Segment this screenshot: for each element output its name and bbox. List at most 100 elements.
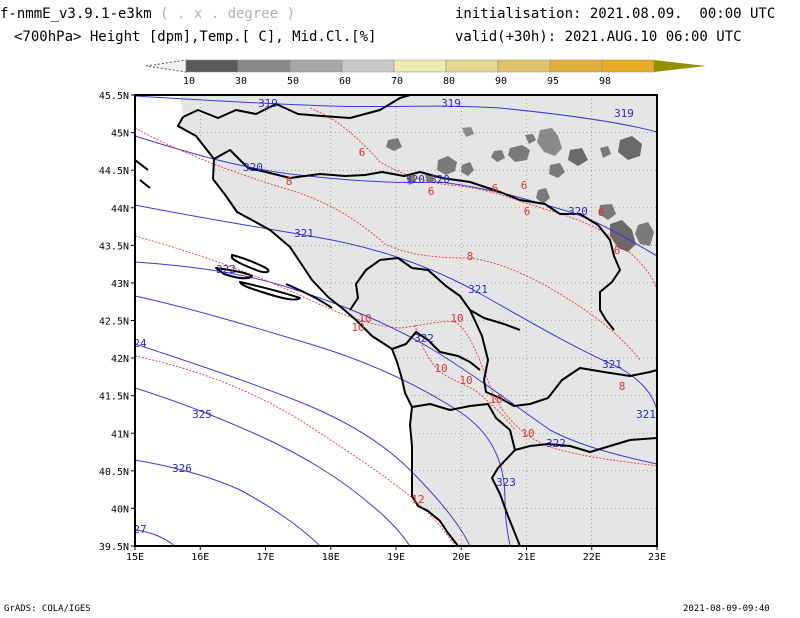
colorbar-tick-label: 60 [339, 76, 351, 87]
colorbar-cell [237, 59, 291, 73]
coast-and-borders [135, 95, 657, 546]
height-contour-label: 325 [192, 408, 212, 421]
contour-323 [135, 295, 511, 546]
temperature-contours [135, 107, 657, 546]
height-contour-label: 321 [636, 408, 656, 421]
colorbar-cell [393, 59, 447, 73]
temp-contour-label: 10 [521, 427, 534, 440]
temp-contour-label: 6 [598, 206, 605, 219]
cloud-patch [549, 163, 565, 178]
colorbar-cell [497, 59, 551, 73]
height-contour-label: 321 [294, 227, 314, 240]
temp-contour-label: 8 [467, 250, 474, 263]
colorbar-cell [341, 59, 395, 73]
cloud-patch [618, 136, 642, 160]
mid-level-clouds [386, 127, 654, 252]
lon-label: 18E [322, 552, 340, 563]
model-unit: ( . x . degree ) [151, 6, 296, 22]
colorbar-right-arrow [654, 60, 706, 72]
colorbar-cell [185, 59, 239, 73]
lat-label: 45N [111, 129, 129, 140]
height-contour-label: 24 [133, 337, 147, 350]
contour-324 [135, 343, 471, 546]
height-contour-label: 320 [568, 205, 588, 218]
height-contour-label: 326 [172, 462, 192, 475]
contour-321 [135, 204, 657, 411]
colorbar-cell [445, 59, 499, 73]
temp-contour-label: 10 [434, 362, 447, 375]
cloud-patch [461, 162, 474, 176]
temp-contour-label: 6 [614, 244, 621, 257]
height-contour-label: 320 [243, 161, 263, 174]
height-contour-label: 319 [258, 97, 278, 110]
temp-contour-label: 6 [359, 146, 366, 159]
northern-islands [135, 159, 151, 189]
cloud-patch [491, 150, 505, 162]
lon-label: 17E [256, 552, 274, 563]
contour-labels: 319 319 319 320 320 320 320 321 321 321 321 322 322 3… [133, 97, 656, 536]
height-contour-label: 320 [430, 173, 450, 186]
height-contour-label: 320 [405, 173, 425, 186]
height-contour-label: 27 [133, 523, 146, 536]
cloud-patch [600, 146, 611, 158]
colorbar-tick-label: 90 [495, 76, 507, 87]
height-contour-label: 321 [602, 358, 622, 371]
temp-contour-label: 6 [524, 205, 531, 218]
colorbar: 10 30 50 60 70 80 90 95 98 [145, 59, 706, 87]
lon-label: 20E [452, 552, 470, 563]
contour-319 [135, 95, 657, 133]
temp-contour-label: 8 [619, 380, 626, 393]
colorbar-tick-label: 80 [443, 76, 455, 87]
peljesac [285, 283, 333, 309]
model-title: f-nmmE_v3.9.1-e3km ( . x . degree ) [0, 6, 295, 22]
render-timestamp: 2021-08-09-09:40 [683, 604, 770, 614]
lat-label: 42N [111, 354, 129, 365]
map-layers: 319 319 319 320 320 320 320 321 321 321 321 322 322 3… [133, 95, 657, 546]
valid-time: valid(+30h): 2021.AUG.10 06:00 UTC [455, 29, 742, 45]
cloud-patch [635, 222, 654, 246]
colorbar-cell [289, 59, 343, 73]
field-description: <700hPa> Height [dpm],Temp.[ C], Mid.Cl.… [14, 29, 377, 45]
albania-macedonia-border [411, 403, 521, 546]
height-contour-label: 322 [216, 263, 236, 276]
temp-contour-label: 10 [489, 393, 502, 406]
colorbar-tick-label: 10 [183, 76, 195, 87]
lat-label: 44.5N [99, 166, 129, 177]
temp-contour-label: 6 [521, 179, 528, 192]
temp-contour-label: 10 [358, 312, 371, 325]
temp-contour-label: 10 [351, 321, 364, 334]
lat-label: 43.5N [99, 241, 129, 252]
colorbar-tick-label: 98 [599, 76, 611, 87]
cloud-patch [386, 138, 402, 151]
croatia-inland-border [182, 95, 411, 119]
contour-temp-12 [135, 355, 456, 546]
height-contour-label: 322 [546, 437, 566, 450]
cloud-patch [525, 134, 536, 144]
lat-label: 40N [111, 504, 129, 515]
contour-temp-8 [135, 127, 641, 361]
croatia-bosnia-border [213, 149, 599, 226]
colorbar-cell [601, 59, 655, 73]
initialisation-time: initialisation: 2021.08.09. 00:00 UTC [455, 6, 776, 22]
height-contour-label: 323 [496, 476, 516, 489]
lat-label: 39.5N [99, 542, 129, 553]
temp-contour-label: 12 [411, 493, 424, 506]
colorbar-cell [549, 59, 603, 73]
island-hvar [231, 254, 270, 274]
lat-label: 44N [111, 204, 129, 215]
lat-label: 45.5N [99, 91, 129, 102]
height-contour-label: 319 [441, 97, 461, 110]
colorbar-left-arrow [145, 59, 187, 73]
lon-label: 23E [648, 552, 666, 563]
adriatic-sea [135, 95, 458, 546]
lon-label: 19E [387, 552, 405, 563]
cloud-patch [568, 148, 588, 166]
montenegro-albania-border [391, 331, 481, 371]
lon-label: 22E [583, 552, 601, 563]
colorbar-tick-label: 70 [391, 76, 403, 87]
lat-label: 41.5N [99, 392, 129, 403]
cloud-patch [536, 188, 550, 204]
temp-contour-label: 10 [459, 374, 472, 387]
contour-326 [135, 459, 321, 546]
